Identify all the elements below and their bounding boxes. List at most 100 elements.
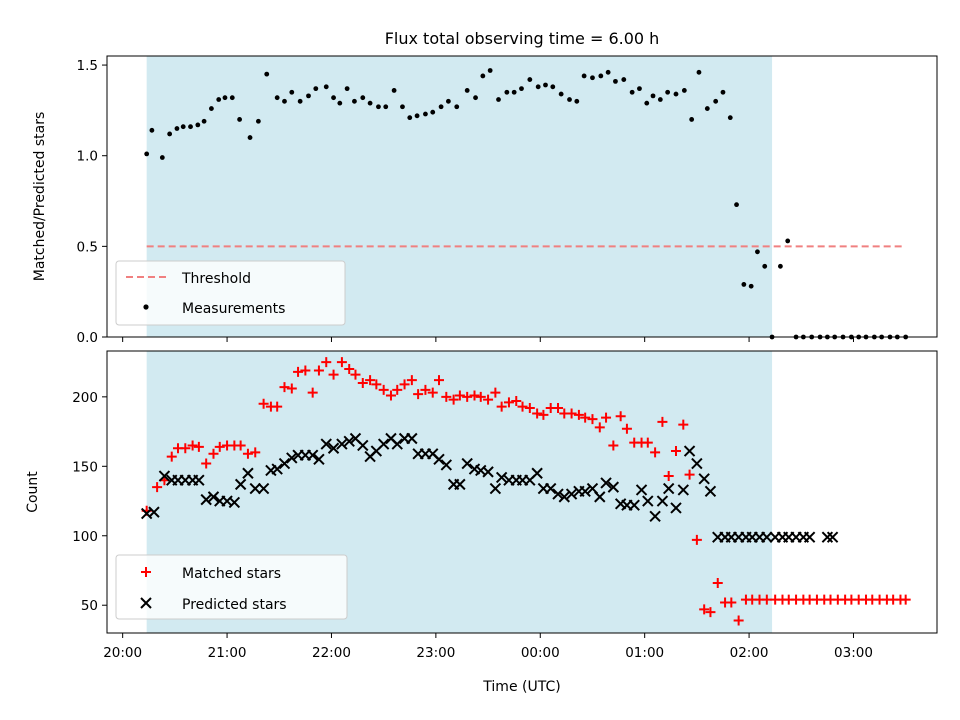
measurement-point: [414, 113, 420, 119]
matched-star-point: [214, 441, 225, 452]
measurement-point: [376, 104, 381, 110]
matched-star-point: [399, 379, 410, 390]
measurement-point: [644, 100, 650, 106]
predicted-star-point: [440, 459, 453, 471]
matched-star-point: [242, 448, 253, 459]
measurement-point: [777, 263, 783, 269]
measurement-point: [657, 97, 663, 102]
matched-star-point: [594, 422, 605, 433]
matched-star-point: [336, 357, 347, 368]
matched-star-point: [573, 409, 584, 420]
predicted-star-point: [821, 531, 834, 543]
measurement-point: [590, 75, 595, 81]
measurement-point: [785, 238, 791, 244]
measurement-point: [430, 109, 436, 115]
predicted-star-point: [461, 457, 473, 470]
measurement-point: [423, 111, 428, 117]
measurement-point: [480, 73, 486, 79]
predicted-star-point: [234, 478, 247, 491]
matched-star-point: [321, 357, 332, 368]
matched-star-point: [670, 446, 681, 457]
measurement-point: [391, 88, 397, 93]
bottom-axes-frame: [106, 350, 938, 634]
predicted-star-point: [683, 445, 696, 457]
measurement-point: [188, 124, 193, 130]
predicted-star-point: [545, 482, 557, 495]
predicted-star-point: [565, 488, 578, 500]
predicted-star-point: [357, 439, 369, 452]
matched-star-point: [328, 369, 339, 380]
legend-plus-marker: [141, 567, 151, 577]
predicted-star-point: [670, 502, 682, 514]
x-tick-label: 02:00: [730, 645, 769, 661]
matched-star-point: [434, 375, 444, 386]
measurement-point: [222, 95, 228, 101]
matched-star-point: [469, 390, 480, 401]
legend-measurements-label: Measurements: [182, 301, 285, 317]
matched-star-point: [761, 594, 772, 605]
legend-matched-label: Matched stars: [182, 566, 281, 582]
predicted-star-point: [306, 449, 319, 461]
x-tick-label: 23:00: [416, 645, 455, 661]
predicted-star-point: [662, 482, 675, 495]
top-legend: Threshold Measurements: [115, 260, 346, 326]
measurement-point: [352, 98, 357, 104]
matched-star-point: [678, 419, 689, 430]
measurement-point: [159, 155, 165, 160]
predicted-star-point: [406, 432, 418, 445]
legend-predicted-swatch: [140, 597, 152, 609]
matched-star-point: [566, 408, 577, 419]
predicted-star-point: [628, 499, 640, 511]
measurement-point: [247, 135, 253, 140]
measurement-point: [527, 77, 533, 82]
predicted-star-point: [482, 466, 494, 478]
top-y-axis-label: Matched/Predicted stars: [32, 112, 48, 282]
matched-star-point: [258, 398, 269, 409]
matched-star-point: [538, 409, 549, 420]
predicted-star-point: [698, 473, 710, 485]
measurement-point: [464, 88, 470, 93]
predicted-star-point: [228, 496, 241, 509]
matched-star-point: [608, 440, 619, 451]
measurement-point: [487, 68, 493, 73]
predicted-stars-points: [140, 432, 839, 543]
matched-star-point: [413, 389, 424, 400]
measurement-point: [264, 71, 270, 77]
predicted-star-point: [579, 485, 591, 498]
matched-star-point: [663, 471, 674, 482]
matched-star-point: [601, 412, 612, 423]
measurement-point: [445, 98, 451, 104]
measurement-point: [567, 97, 572, 102]
measurement-point: [337, 100, 343, 106]
matched-star-point: [553, 402, 564, 413]
measurement-point: [665, 89, 671, 95]
measurement-point: [323, 84, 329, 90]
predicted-star-point: [377, 438, 390, 450]
predicted-star-point: [327, 442, 340, 454]
matched-star-point: [524, 402, 535, 413]
measurement-point: [473, 95, 478, 101]
measurement-point: [149, 127, 155, 133]
matched-star-point: [691, 534, 702, 545]
measurement-point: [344, 86, 350, 92]
predicted-star-point: [278, 457, 291, 470]
measurement-point: [297, 98, 303, 104]
measurement-point: [289, 89, 295, 95]
measurement-point: [637, 86, 642, 92]
predicted-star-point: [691, 457, 703, 470]
measurement-point: [511, 89, 517, 95]
matched-star-point: [733, 615, 744, 626]
measurement-point: [167, 131, 173, 137]
measurement-point: [201, 118, 207, 124]
predicted-star-point: [249, 482, 261, 495]
legend-predicted-label: Predicted stars: [182, 597, 287, 613]
matched-star-point: [511, 396, 522, 407]
matched-star-point: [313, 365, 324, 376]
predicted-star-point: [454, 478, 466, 491]
measurement-point: [558, 91, 564, 97]
matched-star-point: [496, 401, 507, 412]
measurement-point: [621, 77, 627, 82]
legend-threshold-label: Threshold: [181, 271, 251, 287]
matched-star-point: [365, 375, 376, 386]
y-tick-label: 100: [72, 529, 98, 545]
